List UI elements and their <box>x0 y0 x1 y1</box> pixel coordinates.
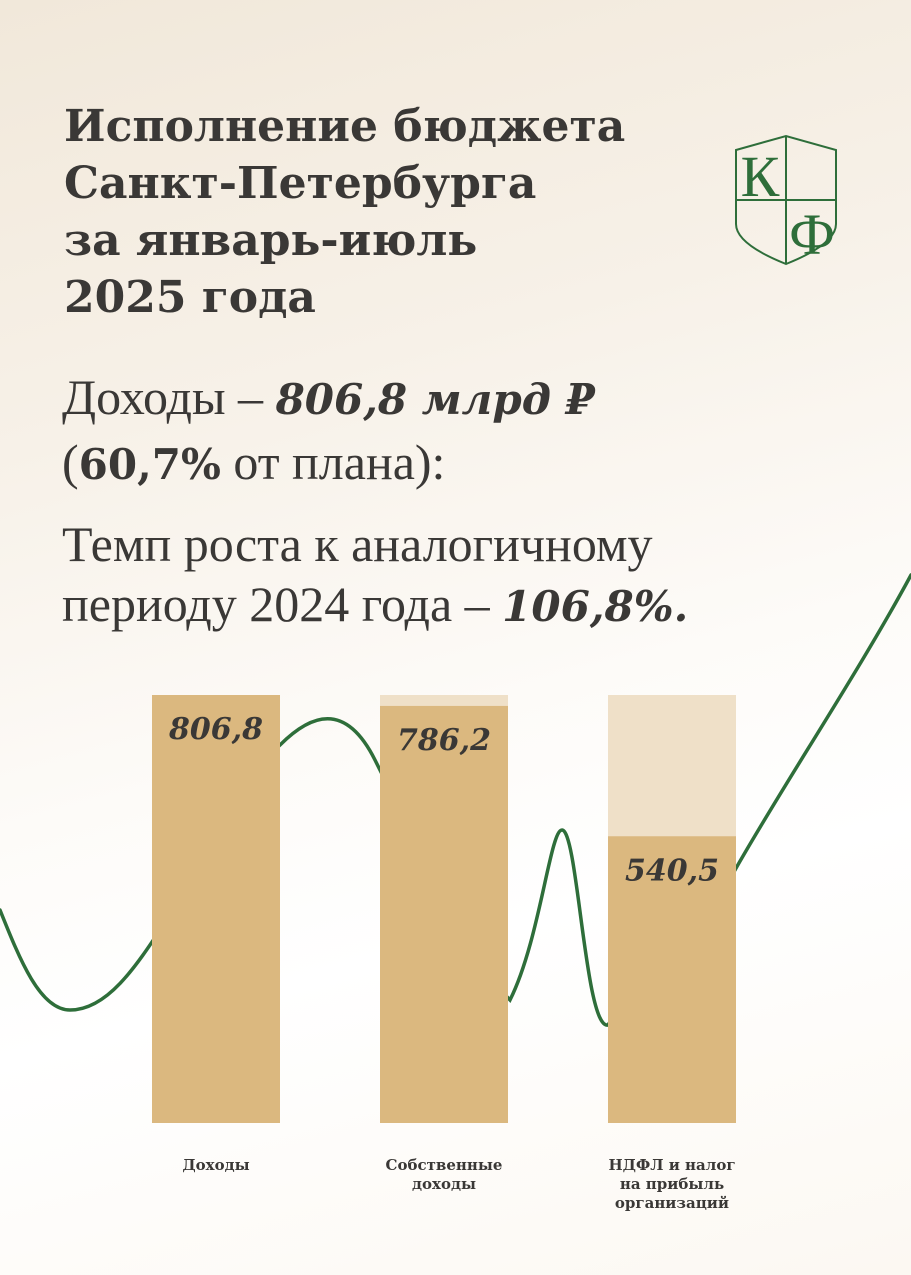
title-line: Исполнение бюджета <box>64 101 626 152</box>
kf-logo: К Ф <box>735 134 837 267</box>
bar <box>380 705 508 1123</box>
growth-summary: Темп роста к аналогичному периоду 2024 г… <box>62 514 688 637</box>
bar-value-label: 786,2 <box>397 723 491 758</box>
bar-value-label: 806,8 <box>168 712 263 747</box>
bar-value-label: 540,5 <box>625 853 719 888</box>
growth-line-2: периоду 2024 года – 106,8%. <box>62 574 688 637</box>
growth-rate: 106,8%. <box>502 582 689 631</box>
income-summary: Доходы – 806,8 млрд ₽ (60,7% от плана): <box>62 366 595 496</box>
income-percent: 60,7% <box>78 440 221 489</box>
income-suffix: от плана): <box>220 434 446 490</box>
income-open-paren: ( <box>62 434 79 490</box>
category-label-line: доходы <box>412 1175 476 1193</box>
logo-letter-k: К <box>741 144 780 209</box>
income-amount: 806,8 млрд ₽ <box>275 375 595 424</box>
category-label-line: Доходы <box>182 1156 250 1174</box>
title-line: за январь-июль <box>64 215 478 266</box>
income-line-1: Доходы – 806,8 млрд ₽ <box>62 366 595 431</box>
growth-prefix: периоду 2024 года – <box>62 576 503 632</box>
category-label-line: Собственные <box>385 1156 503 1174</box>
income-prefix: Доходы – <box>62 369 276 425</box>
category-label: Доходы <box>126 1156 306 1175</box>
category-label-line: НДФЛ и налог <box>608 1156 736 1174</box>
title-line: 2025 года <box>64 272 316 323</box>
category-label-line: на прибыль <box>619 1175 725 1193</box>
category-label: Собственные доходы <box>354 1156 534 1194</box>
category-label-line: организаций <box>614 1194 730 1212</box>
bar <box>152 695 280 1123</box>
logo-letter-f: Ф <box>789 202 835 267</box>
page-title: Исполнение бюджета Санкт-Петербурга за я… <box>64 98 704 326</box>
growth-line-1: Темп роста к аналогичному <box>62 516 653 572</box>
category-label: НДФЛ и налог на прибыль организаций <box>582 1156 762 1213</box>
income-line-2: (60,7% от плана): <box>62 431 595 496</box>
bar <box>608 836 736 1123</box>
title-line: Санкт-Петербурга <box>64 158 537 209</box>
